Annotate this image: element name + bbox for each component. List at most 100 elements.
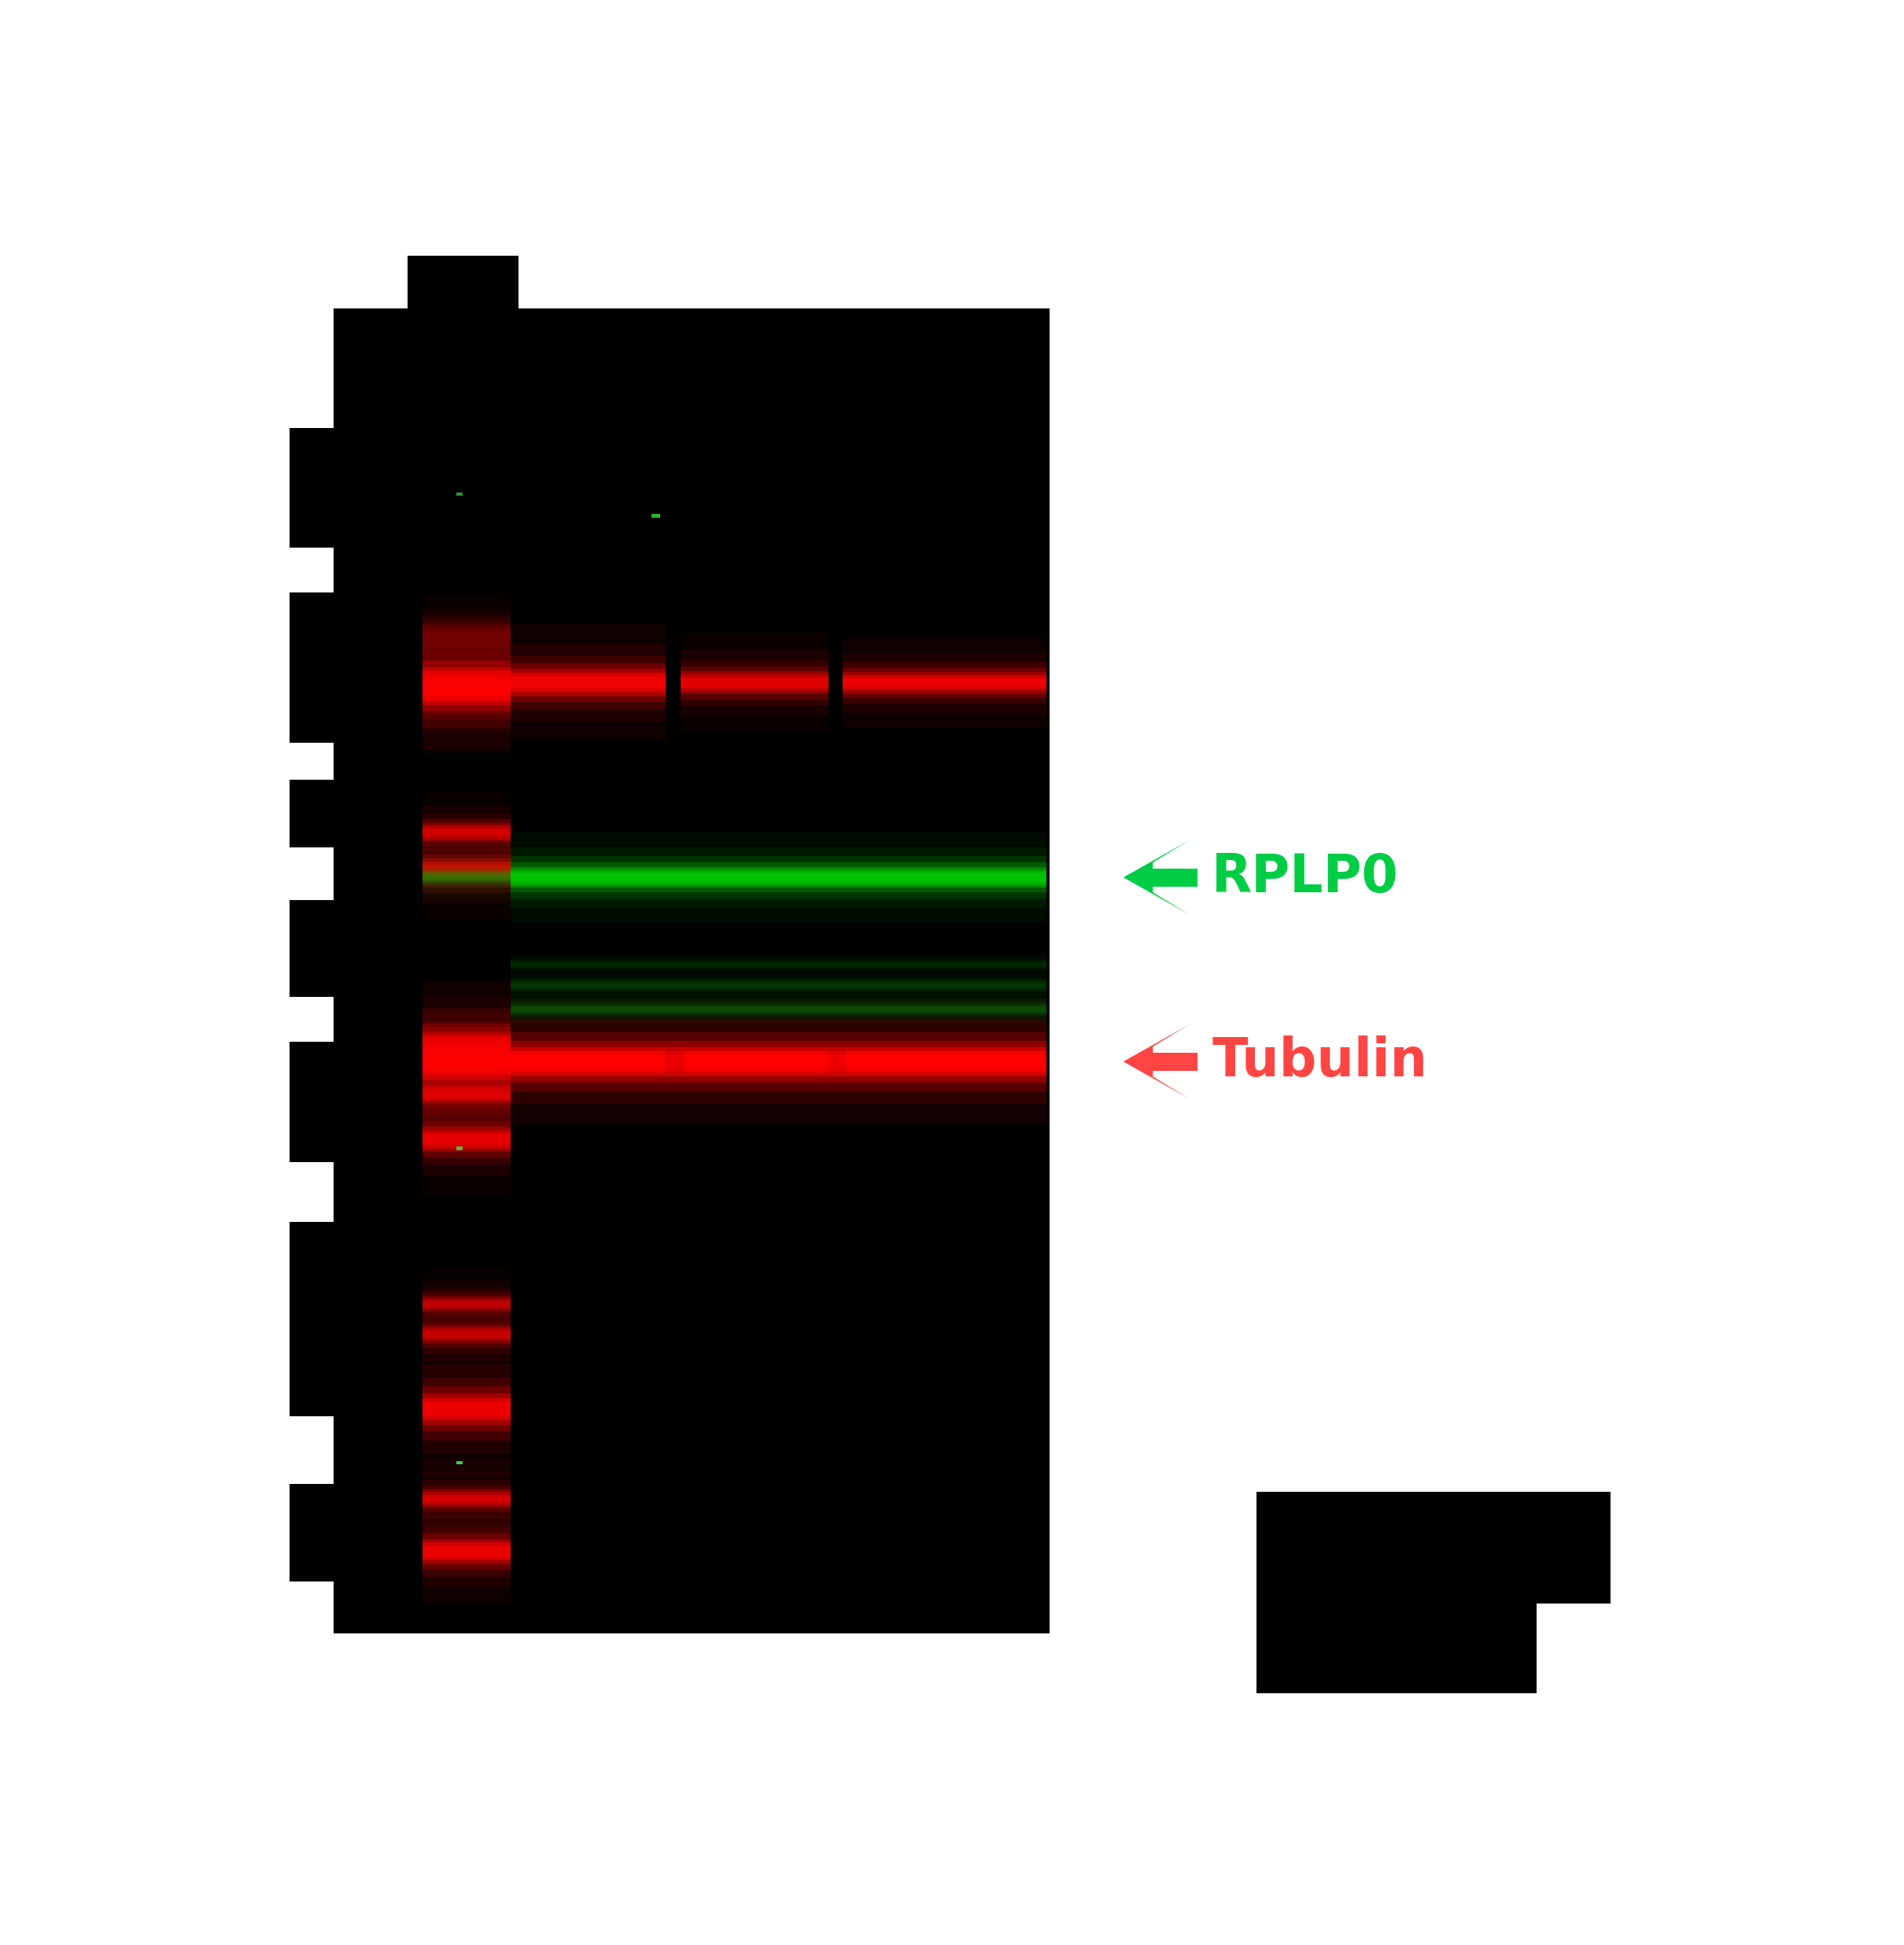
- Bar: [510, 655, 666, 710]
- Bar: [510, 963, 1047, 967]
- Polygon shape: [1123, 840, 1190, 914]
- Bar: [423, 630, 510, 644]
- Bar: [510, 953, 1047, 974]
- Bar: [651, 513, 661, 517]
- Bar: [423, 679, 510, 700]
- Bar: [423, 677, 510, 689]
- Bar: [423, 1533, 510, 1570]
- Bar: [510, 959, 1047, 969]
- Bar: [510, 978, 1047, 992]
- Bar: [423, 669, 510, 712]
- Bar: [289, 1221, 341, 1416]
- Bar: [423, 792, 510, 873]
- Bar: [423, 607, 510, 669]
- Bar: [666, 1048, 684, 1074]
- Bar: [423, 856, 510, 899]
- Bar: [423, 685, 510, 696]
- Bar: [423, 867, 510, 887]
- Bar: [423, 667, 510, 698]
- Bar: [423, 661, 510, 720]
- Bar: [423, 1546, 510, 1556]
- Bar: [1152, 1052, 1198, 1070]
- Bar: [423, 805, 510, 860]
- Bar: [510, 967, 1047, 1004]
- Bar: [423, 619, 510, 657]
- Bar: [423, 854, 510, 887]
- Bar: [682, 634, 828, 731]
- Bar: [843, 667, 1047, 698]
- Bar: [682, 667, 828, 698]
- Bar: [423, 652, 510, 714]
- Bar: [510, 1041, 1047, 1083]
- Bar: [423, 1459, 510, 1538]
- Bar: [510, 862, 1047, 893]
- Bar: [289, 1484, 341, 1581]
- Bar: [843, 661, 1047, 704]
- Bar: [423, 1085, 510, 1105]
- Bar: [843, 638, 1047, 727]
- Bar: [423, 1048, 510, 1076]
- Bar: [423, 591, 510, 685]
- Polygon shape: [1123, 1025, 1190, 1099]
- Bar: [423, 836, 510, 902]
- Bar: [423, 1114, 510, 1165]
- Bar: [423, 624, 510, 652]
- Bar: [423, 1023, 510, 1099]
- Bar: [423, 1402, 510, 1416]
- Bar: [423, 1480, 510, 1517]
- Bar: [457, 1461, 463, 1465]
- Bar: [510, 1004, 1047, 1015]
- Bar: [423, 1492, 510, 1505]
- Bar: [510, 949, 1047, 978]
- Bar: [423, 1087, 510, 1101]
- Bar: [289, 428, 341, 548]
- Bar: [843, 654, 1047, 712]
- Bar: [1152, 867, 1198, 887]
- Bar: [510, 1002, 1047, 1017]
- Bar: [423, 630, 510, 646]
- Bar: [423, 871, 510, 883]
- Bar: [843, 673, 1047, 692]
- Bar: [423, 827, 510, 838]
- Bar: [457, 1146, 463, 1149]
- Bar: [423, 597, 510, 679]
- Bar: [423, 628, 510, 753]
- Bar: [423, 615, 510, 751]
- Bar: [423, 858, 510, 881]
- Bar: [423, 1054, 510, 1136]
- Bar: [510, 1019, 1047, 1103]
- Bar: [457, 492, 463, 496]
- Bar: [510, 988, 1047, 1031]
- Bar: [423, 1293, 510, 1375]
- Bar: [423, 1490, 510, 1509]
- Bar: [423, 1527, 510, 1577]
- Bar: [423, 1081, 510, 1109]
- Bar: [510, 961, 1047, 969]
- Bar: [510, 976, 1047, 994]
- Bar: [423, 1054, 510, 1070]
- Bar: [423, 869, 510, 885]
- Bar: [423, 846, 510, 893]
- Bar: [423, 1043, 510, 1081]
- Bar: [423, 1091, 510, 1099]
- Bar: [423, 1037, 510, 1046]
- Bar: [423, 1387, 510, 1432]
- Bar: [423, 819, 510, 846]
- Bar: [289, 780, 341, 848]
- Bar: [423, 1134, 510, 1146]
- Bar: [423, 1363, 510, 1455]
- Bar: [423, 1268, 510, 1340]
- Bar: [423, 1076, 510, 1113]
- Bar: [843, 679, 1047, 687]
- Bar: [510, 1056, 1047, 1068]
- Bar: [510, 869, 1047, 885]
- Bar: [423, 1486, 510, 1513]
- Bar: [423, 1342, 510, 1476]
- Bar: [423, 1321, 510, 1348]
- Bar: [423, 1301, 510, 1307]
- Bar: [510, 663, 666, 702]
- Bar: [423, 1330, 510, 1338]
- Bar: [423, 873, 510, 881]
- Bar: [423, 1085, 510, 1194]
- Bar: [423, 1398, 510, 1420]
